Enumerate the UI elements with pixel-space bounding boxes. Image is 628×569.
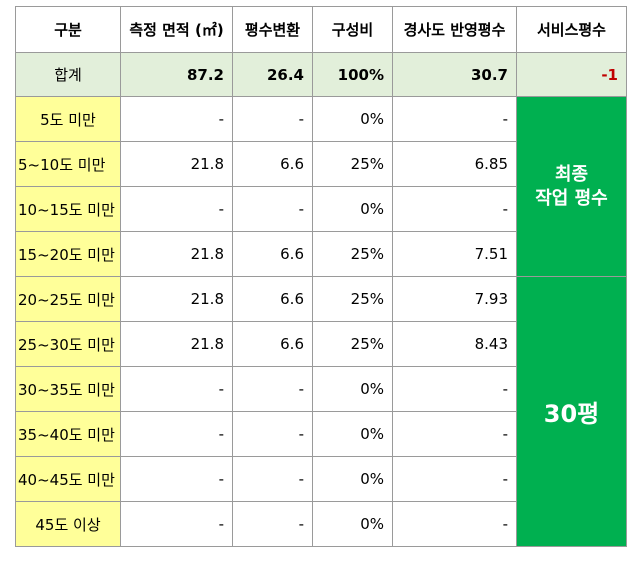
- header-row: 구분 측정 면적 (㎡) 평수변환 구성비 경사도 반영평수 서비스평수: [15, 6, 627, 53]
- table-row: 5~10도 미만 21.8 6.6 25% 6.85: [15, 141, 627, 187]
- table-row: 20~25도 미만 21.8 6.6 25% 7.93 30평: [15, 276, 627, 547]
- row-area: 21.8: [120, 276, 233, 322]
- row-slope: 7.93: [392, 276, 517, 322]
- total-service: -1: [516, 52, 627, 97]
- row-category: 25~30도 미만: [15, 321, 121, 367]
- row-area: -: [120, 186, 233, 232]
- total-pyeong: 26.4: [232, 52, 313, 97]
- row-ratio: 25%: [312, 276, 393, 322]
- row-category: 15~20도 미만: [15, 231, 121, 277]
- table-row: 5도 미만 - - 0% - 최종 작업 평수: [15, 96, 627, 277]
- row-slope: -: [392, 186, 517, 232]
- header-category: 구분: [15, 6, 121, 53]
- row-pyeong: 6.6: [232, 141, 313, 187]
- row-ratio: 0%: [312, 96, 393, 142]
- row-pyeong: -: [232, 96, 313, 142]
- row-area: 21.8: [120, 141, 233, 187]
- row-slope: 7.51: [392, 231, 517, 277]
- table-row: 35~40도 미만 - - 0% -: [15, 411, 627, 457]
- row-ratio: 0%: [312, 186, 393, 232]
- row-category: 20~25도 미만: [15, 276, 121, 322]
- row-pyeong: -: [232, 186, 313, 232]
- row-category: 10~15도 미만: [15, 186, 121, 232]
- row-ratio: 25%: [312, 231, 393, 277]
- row-slope: 6.85: [392, 141, 517, 187]
- row-slope: -: [392, 96, 517, 142]
- header-composition-ratio: 구성비: [312, 6, 393, 53]
- table-row: 40~45도 미만 - - 0% -: [15, 456, 627, 502]
- row-pyeong: 6.6: [232, 321, 313, 367]
- service-final-work-pyeong: 최종 작업 평수: [516, 96, 627, 277]
- row-area: -: [120, 501, 233, 547]
- row-category: 5도 미만: [15, 96, 121, 142]
- row-slope: 8.43: [392, 321, 517, 367]
- total-ratio: 100%: [312, 52, 393, 97]
- total-row: 합계 87.2 26.4 100% 30.7 -1: [15, 52, 627, 97]
- service-30-pyeong-text: 30평: [543, 400, 600, 428]
- header-slope-adjusted-pyeong: 경사도 반영평수: [392, 6, 517, 53]
- table-row: 15~20도 미만 21.8 6.6 25% 7.51: [15, 231, 627, 277]
- row-slope: -: [392, 501, 517, 547]
- row-area: 21.8: [120, 321, 233, 367]
- row-ratio: 0%: [312, 501, 393, 547]
- row-ratio: 0%: [312, 366, 393, 412]
- row-area: -: [120, 366, 233, 412]
- total-slope: 30.7: [392, 52, 517, 97]
- table-row: 10~15도 미만 - - 0% -: [15, 186, 627, 232]
- row-category: 5~10도 미만: [15, 141, 121, 187]
- row-pyeong: -: [232, 501, 313, 547]
- row-slope: -: [392, 411, 517, 457]
- row-ratio: 25%: [312, 321, 393, 367]
- row-pyeong: -: [232, 411, 313, 457]
- header-pyeong-conversion: 평수변환: [232, 6, 313, 53]
- header-measured-area: 측정 면적 (㎡): [120, 6, 233, 53]
- row-area: -: [120, 411, 233, 457]
- row-pyeong: 6.6: [232, 231, 313, 277]
- table-row: 45도 이상 - - 0% -: [15, 501, 627, 547]
- row-area: -: [120, 456, 233, 502]
- row-category: 30~35도 미만: [15, 366, 121, 412]
- row-pyeong: -: [232, 366, 313, 412]
- row-slope: -: [392, 456, 517, 502]
- row-ratio: 0%: [312, 456, 393, 502]
- row-ratio: 0%: [312, 411, 393, 457]
- total-label: 합계: [15, 52, 121, 97]
- slope-area-table: 구분 측정 면적 (㎡) 평수변환 구성비 경사도 반영평수 서비스평수 합계 …: [15, 6, 627, 547]
- service-line-1: 최종: [554, 163, 589, 185]
- row-slope: -: [392, 366, 517, 412]
- row-pyeong: -: [232, 456, 313, 502]
- row-pyeong: 6.6: [232, 276, 313, 322]
- table-row: 25~30도 미만 21.8 6.6 25% 8.43: [15, 321, 627, 367]
- header-service-pyeong: 서비스평수: [516, 6, 627, 53]
- row-category: 45도 이상: [15, 501, 121, 547]
- service-line-2: 작업 평수: [535, 187, 608, 209]
- row-category: 35~40도 미만: [15, 411, 121, 457]
- row-area: -: [120, 96, 233, 142]
- service-30-pyeong: 30평: [516, 276, 627, 547]
- row-ratio: 25%: [312, 141, 393, 187]
- total-area: 87.2: [120, 52, 233, 97]
- row-area: 21.8: [120, 231, 233, 277]
- row-category: 40~45도 미만: [15, 456, 121, 502]
